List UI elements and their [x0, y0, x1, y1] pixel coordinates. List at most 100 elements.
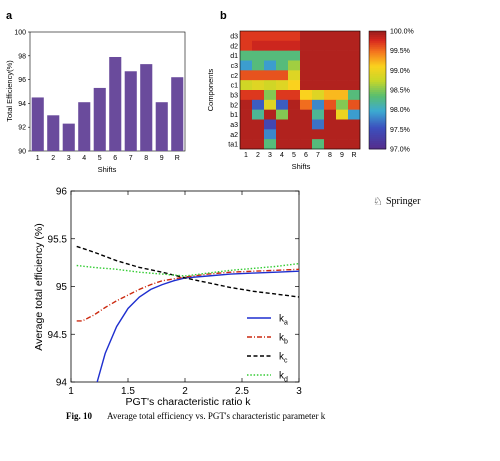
colorbar-segment — [369, 44, 386, 48]
heatmap-cell — [288, 31, 301, 42]
x-category-label: R — [351, 152, 356, 159]
heatmap-cell — [336, 80, 349, 91]
heatmap-cell — [300, 50, 313, 61]
colorbar-tick-label: 98.5% — [390, 88, 410, 95]
panel-a-letter: a — [6, 10, 13, 22]
colorbar-segment — [369, 117, 386, 120]
x-tick-label: 1 — [68, 386, 74, 397]
y-category-label: c3 — [231, 63, 239, 70]
colorbar-tick-label: 98.0% — [390, 107, 410, 114]
heatmap-cell — [300, 119, 313, 130]
heatmap-cell — [336, 109, 349, 120]
heatmap-cell — [348, 129, 361, 140]
bar — [31, 97, 44, 151]
bar — [62, 123, 75, 151]
colorbar-segment — [369, 139, 386, 142]
heatmap-cell — [312, 50, 325, 61]
x-tick-label: 7 — [129, 155, 133, 162]
colorbar-segment — [369, 40, 386, 44]
colorbar-segment — [369, 141, 386, 144]
colorbar-segment — [369, 38, 386, 42]
colorbar-segment — [369, 109, 386, 113]
x-tick-label: 9 — [160, 155, 164, 162]
y-tick-label: 100 — [14, 30, 26, 37]
colorbar: 100.0% 99.5% 99.0% 98.5% 98.0% 97.5% 97.0% — [368, 29, 414, 154]
heatmap-cell — [312, 139, 325, 150]
heatmap-cell — [312, 90, 325, 101]
heatmap-cell — [288, 129, 301, 140]
heatmap-cell — [276, 99, 289, 110]
x-tick-label: 2.5 — [235, 386, 249, 397]
x-tick-label: R — [175, 155, 180, 162]
heatmap-cell — [336, 129, 349, 140]
heatmap-cell — [240, 109, 253, 120]
y-category-label: c2 — [231, 73, 239, 80]
heatmap-cell — [336, 90, 349, 101]
heatmap-cell — [252, 129, 265, 140]
bar — [47, 115, 60, 151]
series-line-kd — [76, 262, 299, 277]
heatmap-cell — [312, 119, 325, 130]
y-category-label: b3 — [230, 92, 238, 99]
heatmap-cell — [264, 31, 277, 42]
heatmap-cell — [252, 40, 265, 51]
x-tick-label: 1.5 — [121, 386, 135, 397]
colorbar-segment — [369, 80, 386, 83]
caption-label: Fig. 10 — [66, 411, 92, 421]
heatmap-cell — [348, 99, 361, 110]
heatmap-cell — [252, 109, 265, 120]
heatmap-cell — [312, 70, 325, 81]
y-tick-label: 96 — [56, 187, 68, 198]
heatmap-cell — [288, 70, 301, 81]
panel-b-letter: b — [220, 10, 227, 22]
colorbar-segment — [369, 72, 386, 75]
y-category-label: a2 — [230, 132, 238, 139]
heatmap-cell — [264, 139, 277, 150]
colorbar-segment — [369, 82, 386, 85]
colorbar-segment — [369, 66, 386, 69]
series-line-kb — [76, 268, 299, 322]
heatmap-cell — [348, 80, 361, 91]
x-category-label: 9 — [340, 152, 344, 159]
x-category-label: 8 — [328, 152, 332, 159]
colorbar-segment — [369, 129, 386, 132]
colorbar-segment — [369, 74, 386, 77]
x-tick-label: 1 — [36, 155, 40, 162]
colorbar-tick-label: 97.5% — [390, 127, 410, 134]
panel-b-ylabel: Components — [206, 68, 215, 111]
y-tick-label: 98 — [18, 53, 26, 60]
heatmap-cell — [300, 80, 313, 91]
caption-text: Average total efficiency vs. PGT's chara… — [107, 411, 326, 421]
heatmap-cell — [240, 139, 253, 150]
y-category-label: d2 — [230, 43, 238, 50]
colorbar-segment — [369, 50, 386, 54]
colorbar-segment — [369, 31, 386, 34]
heatmap-cell — [300, 129, 313, 140]
heatmap-cell — [252, 70, 265, 81]
x-tick-label: 2 — [182, 386, 188, 397]
colorbar-segment — [369, 107, 386, 111]
heatmap-cell — [288, 119, 301, 130]
heatmap-cell — [324, 70, 337, 81]
colorbar-segment — [369, 103, 386, 107]
colorbar-segment — [369, 95, 386, 99]
colorbar-segment — [369, 68, 386, 71]
heatmap-cell — [288, 60, 301, 71]
colorbar-segment — [369, 137, 386, 140]
x-category-label: 3 — [268, 152, 272, 159]
x-category-label: 2 — [256, 152, 260, 159]
colorbar-segment — [369, 101, 386, 105]
heatmap-cell — [300, 139, 313, 150]
colorbar-tick-label: 100.0% — [390, 29, 414, 36]
y-tick-label: 90 — [18, 149, 26, 156]
colorbar-segment — [369, 145, 386, 148]
heatmap-panel-b: Components Shifts d3 d2 d1 c3 c2 c1 b3 b2 b1 a3 a2… — [206, 30, 361, 171]
colorbar-segment — [369, 135, 386, 138]
x-tick-label: 2 — [51, 155, 55, 162]
series-line-ka — [96, 270, 299, 382]
panel-a-ylabel: Total Efficiency(%) — [5, 60, 14, 122]
y-category-label: d1 — [230, 53, 238, 60]
heatmap-cell — [336, 70, 349, 81]
heatmap-cell — [288, 90, 301, 101]
heatmap-cell — [252, 60, 265, 71]
